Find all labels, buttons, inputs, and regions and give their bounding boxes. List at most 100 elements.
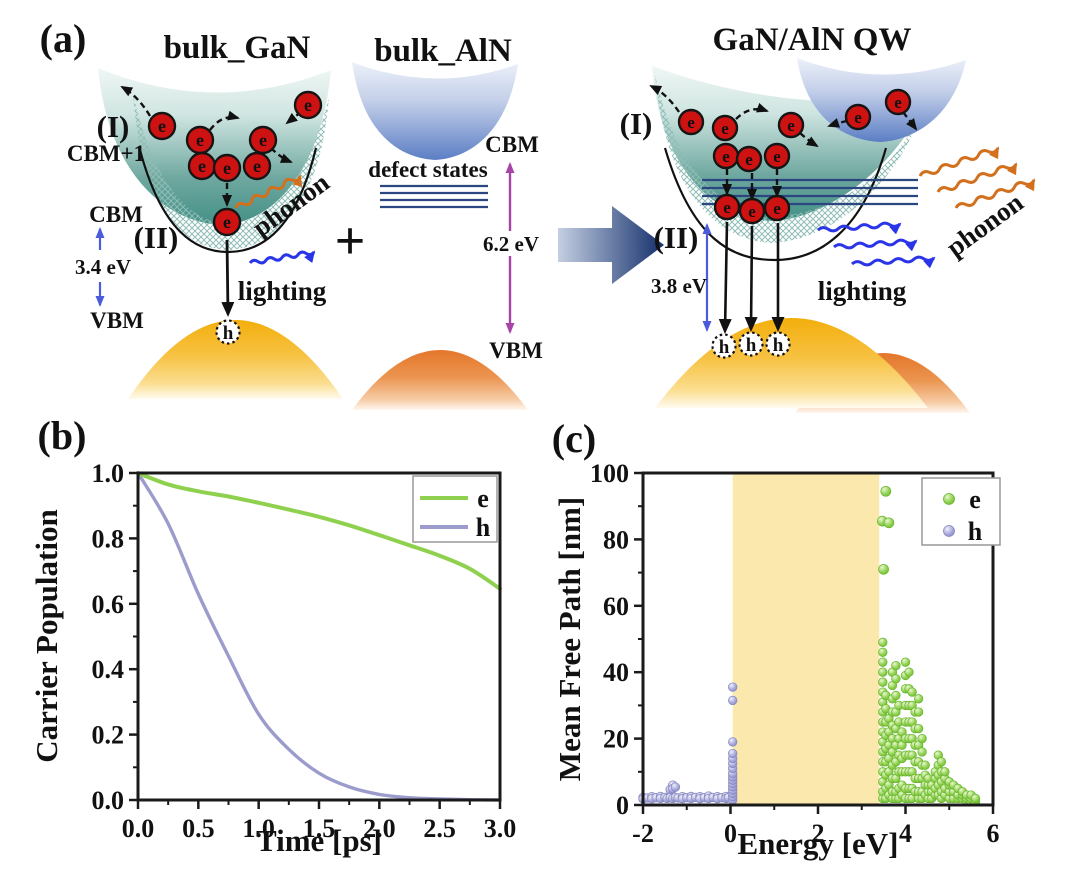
gap-middle-text-bg <box>482 231 540 256</box>
region-I-right-label: (I) <box>620 106 653 141</box>
hole: h <box>765 331 791 357</box>
y-axis-label-c: Mean Free Path [nm] <box>552 497 587 781</box>
phonon-wave-right <box>918 146 1000 177</box>
scatter-point-e <box>970 793 981 804</box>
gap-value-right: 3.8 eV <box>651 274 707 298</box>
scatter-point-e <box>900 657 911 667</box>
vbm-left-label: VBM <box>90 308 144 333</box>
legend-c-e-label: e <box>969 485 981 514</box>
region-II-left-label: (II) <box>134 220 179 255</box>
recombination-arrows-right <box>718 221 785 334</box>
scatter-outlier-e <box>883 517 895 529</box>
x-tick-label: 2.0 <box>363 814 396 843</box>
svg-text:e: e <box>745 150 753 169</box>
y-axis-label-b: Carrier Population <box>29 509 64 762</box>
cbm-middle-label: CBM <box>485 132 539 157</box>
legend-c-h-marker <box>943 525 955 537</box>
y-tick-label: 1.0 <box>92 459 125 488</box>
x-tick-label: -2 <box>632 819 654 848</box>
svg-text:h: h <box>746 335 757 356</box>
svg-text:h: h <box>773 335 784 356</box>
electron: e <box>735 145 763 173</box>
scatter-point-h <box>670 782 681 792</box>
electron: e <box>884 88 912 116</box>
title-gan-aln-qw: GaN/AlN QW <box>713 22 912 58</box>
defect-states-label: defect states <box>368 157 487 182</box>
svg-text:e: e <box>687 113 695 132</box>
band-gap-shading <box>732 474 880 804</box>
cbm-left-label: CBM <box>89 202 143 227</box>
scatter-point-e <box>904 667 914 677</box>
combine-arrow <box>558 206 664 284</box>
mean-free-path-plot <box>638 474 981 807</box>
electron: e <box>185 125 215 155</box>
lighting-wave-right <box>816 221 902 235</box>
y-tick-label: 0 <box>616 791 629 820</box>
svg-text:e: e <box>773 199 781 218</box>
y-tick-label: 80 <box>603 525 629 554</box>
curve-e <box>136 471 502 591</box>
hole: h <box>215 319 241 345</box>
x-axis-label-b: Time [ps] <box>256 823 382 858</box>
y-tick-label: 60 <box>603 592 629 621</box>
legend-c-h-label: h <box>968 517 983 546</box>
qw-cbm-parabola <box>663 147 888 262</box>
phonon-wave-left <box>234 174 303 209</box>
electron: e <box>212 207 242 237</box>
scatter-outlier-e <box>880 485 892 497</box>
scatter-point-e <box>878 637 888 647</box>
gan-valence-band-dome <box>128 320 343 399</box>
svg-text:h: h <box>223 323 234 344</box>
cbm-plus1-label: CBM+1 <box>67 141 145 166</box>
scatter-outlier-e <box>878 563 889 575</box>
hole: h <box>711 333 737 359</box>
scatter-point-e <box>917 747 927 757</box>
scatter-point-e <box>936 757 947 767</box>
x-tick-label: 0.0 <box>122 814 155 843</box>
electron: e <box>248 125 278 155</box>
svg-text:e: e <box>721 119 729 138</box>
aln-valence-band-dome <box>352 350 528 410</box>
x-axis-label-c: Energy [eV] <box>738 826 899 861</box>
svg-text:e: e <box>253 156 261 176</box>
y-tick-label: 0.0 <box>92 786 125 815</box>
legend-b: e h <box>412 475 498 543</box>
electron-scatter-arrows-right <box>649 84 918 201</box>
lighting-wave-right <box>832 238 918 252</box>
recombination-arrow-left <box>221 239 235 317</box>
scatter-point-e <box>891 674 901 684</box>
y-tick-label: 0.6 <box>92 590 125 619</box>
svg-text:e: e <box>196 130 204 150</box>
panel-b: (b) 0.0 0.5 1.0 1.5 2.0 2.5 3.0 0.0 0.2 0.4 0.6 0.8… <box>29 413 516 858</box>
svg-text:e: e <box>158 116 166 136</box>
panel-c-label: (c) <box>552 416 596 461</box>
lighting-wave-right <box>850 255 936 269</box>
scatter-point-e <box>891 690 901 701</box>
electron: e <box>844 103 872 131</box>
plot-b-ticks: 0.0 0.5 1.0 1.5 2.0 2.5 3.0 0.0 0.2 0.4 0.6 0.8 1.0 <box>92 459 517 843</box>
panel-a-label: (a) <box>40 16 87 61</box>
x-tick-label: 3.0 <box>484 814 517 843</box>
x-tick-label: 2 <box>812 819 825 848</box>
svg-text:e: e <box>854 108 862 127</box>
x-tick-label: 0 <box>724 819 737 848</box>
lighting-wave-left <box>248 250 316 265</box>
lighting-left-label: lighting <box>238 276 327 306</box>
gan-hatched-region <box>133 94 329 250</box>
scatter-point-e <box>878 667 888 677</box>
title-bulk-gan: bulk_GaN <box>164 30 311 66</box>
electron: e <box>212 153 242 183</box>
svg-text:e: e <box>198 156 206 176</box>
region-II-right-label: (II) <box>654 220 699 255</box>
scatter-point-e <box>878 677 888 687</box>
hole: h <box>738 331 764 357</box>
phonon-wave-right <box>936 162 1018 193</box>
y-tick-label: 0.2 <box>92 721 125 750</box>
svg-text:e: e <box>787 116 795 135</box>
electron: e <box>677 108 705 136</box>
legend-c-e-marker <box>943 493 955 505</box>
